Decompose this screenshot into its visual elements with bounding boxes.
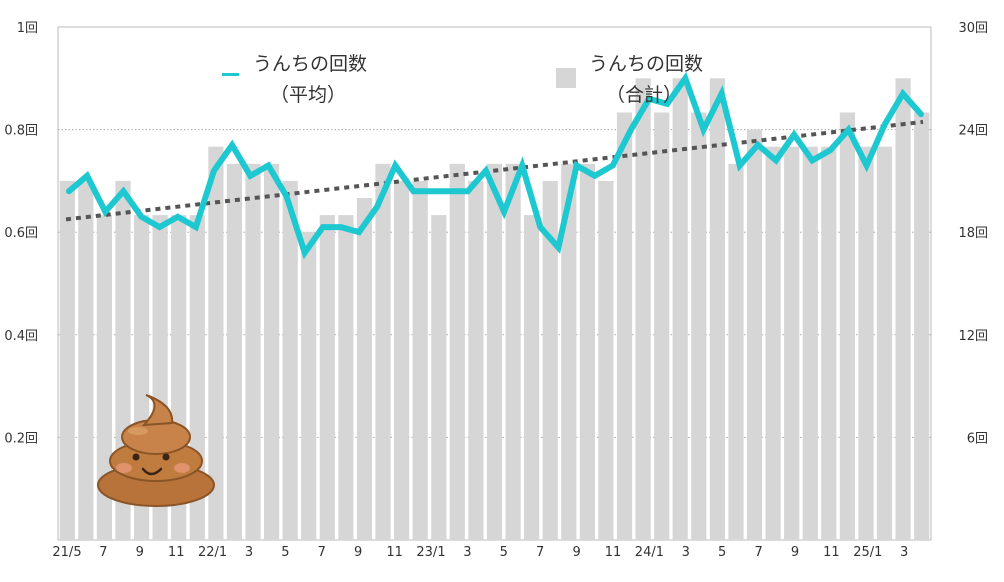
x-tick-label: 5 [281, 545, 289, 560]
bar [505, 163, 521, 541]
legend-bar-label: うんちの回数 [589, 53, 703, 75]
bar [264, 163, 280, 541]
bar-series-total [59, 78, 930, 541]
x-tick-label: 7 [99, 545, 107, 560]
bar [728, 163, 744, 541]
x-tick-label: 7 [536, 545, 544, 560]
bar [394, 180, 410, 540]
y-left-tick-label: 0.2回 [4, 431, 38, 446]
x-tick-label: 5 [500, 545, 508, 560]
x-tick-label: 3 [682, 545, 690, 560]
y-left-tick-label: 0.6回 [4, 226, 38, 241]
x-tick-label: 23/1 [416, 545, 445, 560]
x-tick-label: 9 [791, 545, 799, 560]
bar [356, 198, 373, 540]
bar [412, 180, 428, 540]
y-right-tick-label: 24回 [958, 124, 988, 139]
bar [876, 146, 893, 540]
bar [319, 215, 335, 540]
x-tick-label: 11 [823, 545, 840, 560]
x-tick-label: 9 [572, 545, 580, 560]
bar [338, 215, 354, 540]
bar [561, 163, 577, 541]
legend-line-label: うんちの回数 [253, 53, 367, 75]
bar [431, 215, 447, 540]
y-right-tick-label: 6回 [967, 431, 988, 446]
bar [468, 180, 484, 540]
y-right-tick-label: 18回 [958, 226, 988, 241]
legend: うんちの回数 （平均） うんちの回数 （合計） [222, 53, 703, 106]
bar [821, 146, 837, 540]
bar [449, 163, 465, 541]
x-tick-label: 22/1 [198, 545, 227, 560]
x-tick-label: 24/1 [635, 545, 664, 560]
bar [672, 78, 688, 541]
bar [802, 146, 818, 540]
x-tick-label: 25/1 [853, 545, 882, 560]
legend-bar-swatch [556, 68, 576, 88]
x-tick-label: 11 [168, 545, 185, 560]
bar [524, 215, 540, 540]
x-tick-label: 3 [245, 545, 253, 560]
y-left-tick-label: 1回 [17, 21, 38, 36]
y-axis-right: 30回 24回 18回 12回 6回 [958, 21, 988, 446]
bar [858, 146, 874, 540]
bar [765, 146, 781, 540]
x-tick-label: 3 [463, 545, 471, 560]
x-axis: 21/5 7 9 11 22/1 3 5 7 9 11 23/1 3 5 7 9 11 24/1 3 5 7 9 11 25… [52, 545, 908, 560]
bar [784, 146, 800, 540]
bar [914, 112, 930, 540]
bar [542, 180, 558, 540]
bar [839, 112, 855, 540]
y-axis-left: 1回 0.8回 0.6回 0.4回 0.2回 [4, 21, 38, 446]
poop-illustration [97, 394, 215, 507]
bar [635, 78, 651, 541]
bar [691, 112, 707, 540]
bar [301, 232, 317, 540]
bar [375, 163, 391, 541]
bar [486, 163, 503, 541]
y-right-tick-label: 30回 [958, 21, 988, 36]
bar [709, 78, 725, 541]
bar [59, 180, 75, 540]
bar [208, 146, 224, 540]
x-tick-label: 9 [136, 545, 144, 560]
x-tick-label: 7 [318, 545, 326, 560]
bar [245, 163, 261, 541]
x-tick-label: 7 [754, 545, 762, 560]
trendline-path [65, 119, 924, 222]
bar [78, 180, 94, 540]
bar [96, 215, 112, 540]
series-line [66, 71, 924, 260]
x-tick-label: 21/5 [52, 545, 81, 560]
y-left-tick-label: 0.4回 [4, 329, 38, 344]
bar [616, 112, 633, 540]
bar [579, 163, 595, 541]
y-right-tick-label: 12回 [958, 329, 988, 344]
x-tick-label: 11 [386, 545, 403, 560]
bar [654, 112, 670, 540]
bar [598, 180, 614, 540]
y-left-tick-label: 0.8回 [4, 124, 38, 139]
x-tick-label: 11 [605, 545, 622, 560]
line-series-average [66, 71, 924, 260]
legend-line-swatch [222, 73, 239, 76]
x-tick-label: 3 [900, 545, 908, 560]
x-tick-label: 5 [718, 545, 726, 560]
x-tick-label: 9 [354, 545, 362, 560]
trendline [65, 119, 924, 222]
legend-bar-label-sub: （合計） [606, 84, 682, 106]
bar [746, 129, 763, 540]
bar [895, 78, 911, 541]
legend-line-label-sub: （平均） [270, 84, 346, 106]
bar [282, 180, 298, 540]
bar [226, 163, 242, 541]
